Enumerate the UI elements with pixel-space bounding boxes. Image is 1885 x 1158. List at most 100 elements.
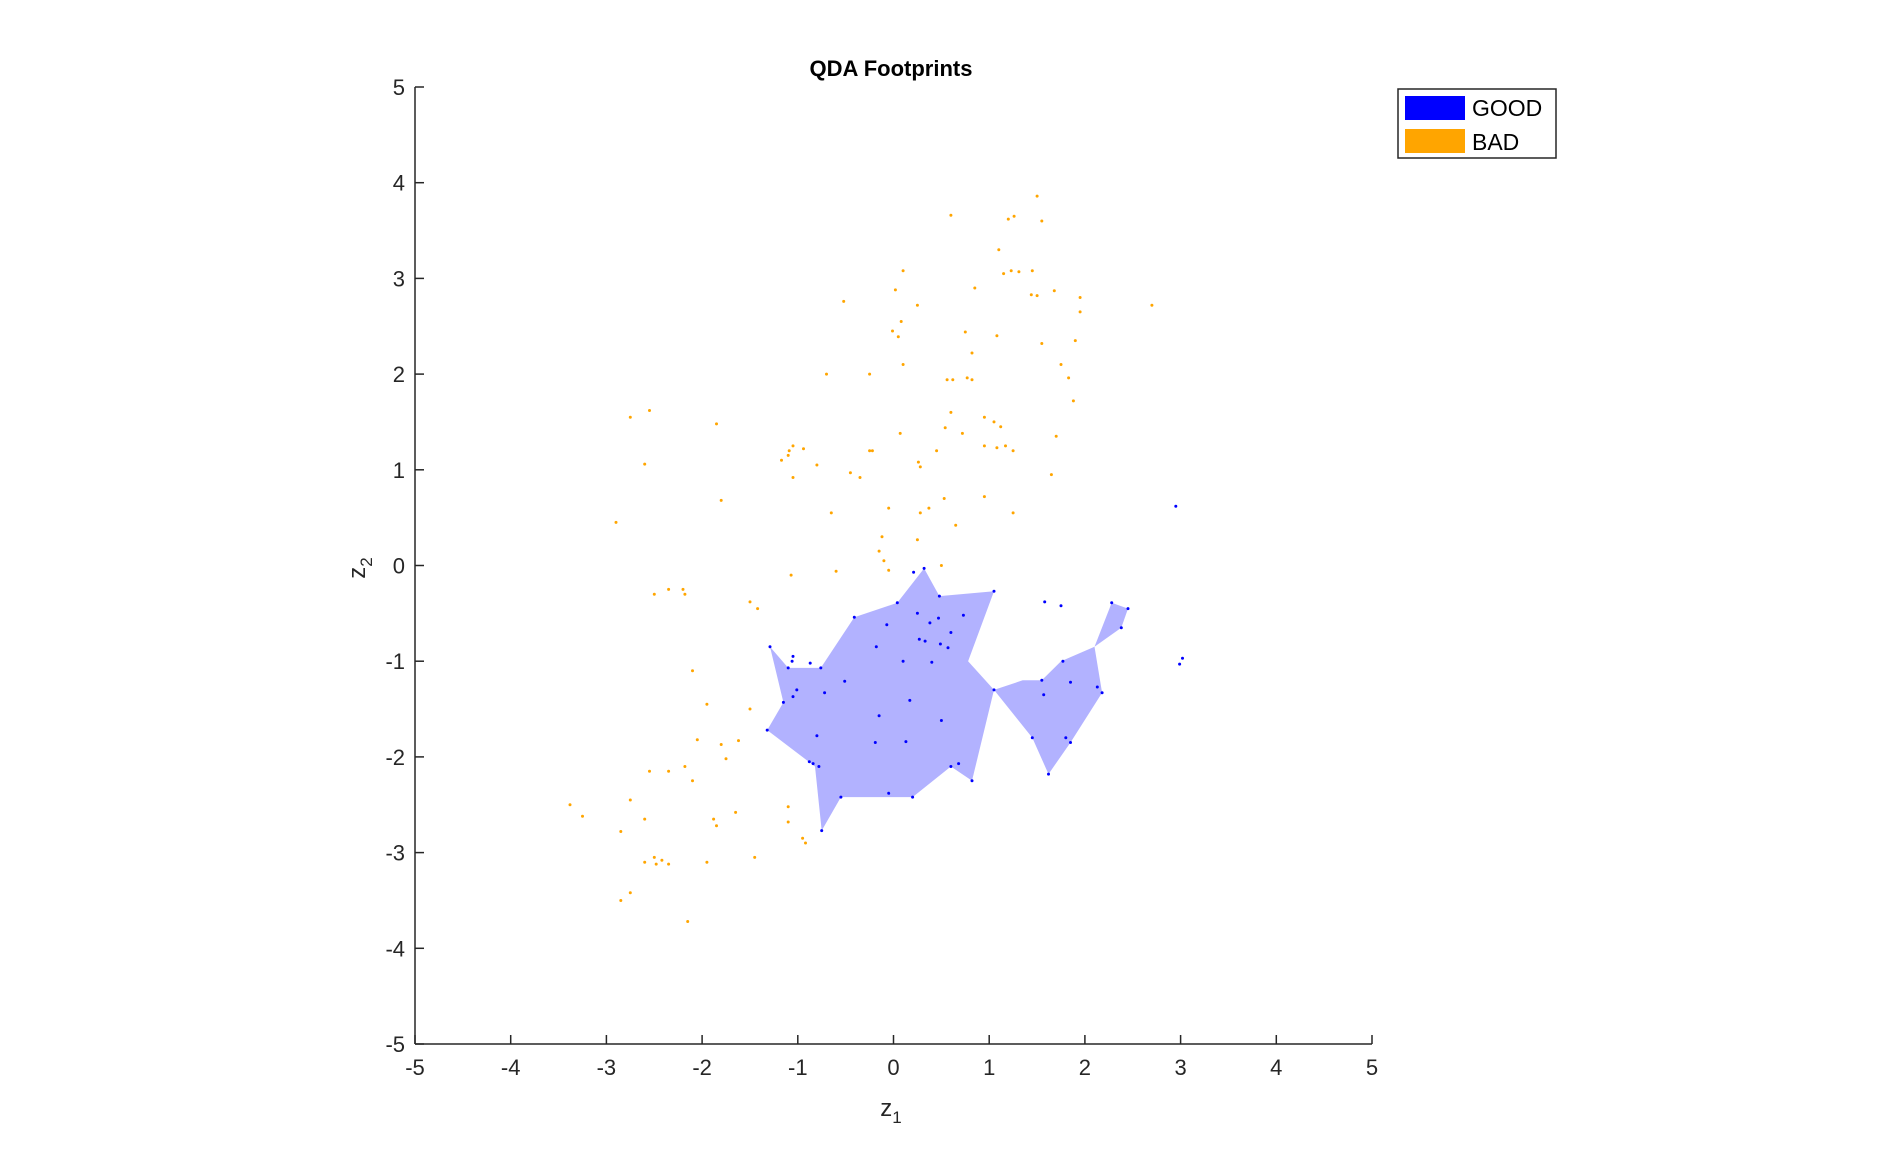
point-good	[904, 740, 908, 744]
y-axis-label-main: z	[344, 567, 371, 579]
point-bad	[791, 444, 795, 448]
y-tick-label: 0	[393, 554, 405, 579]
point-good	[1040, 678, 1044, 682]
point-bad	[899, 320, 903, 323]
point-bad	[943, 426, 947, 430]
point-bad	[880, 535, 884, 539]
point-good	[949, 765, 953, 768]
point-bad	[960, 431, 964, 435]
legend-label-bad: BAD	[1472, 129, 1519, 155]
point-good	[901, 659, 905, 663]
point-good	[808, 661, 812, 665]
x-tick-label: -5	[405, 1055, 425, 1080]
point-good	[1047, 772, 1050, 776]
point-bad	[719, 498, 723, 502]
point-good	[915, 611, 919, 615]
point-good	[1069, 741, 1072, 744]
point-bad	[1011, 511, 1015, 515]
point-good	[765, 728, 769, 732]
y-ticks: -5 -4 -3 -2 -1 0 1 2 3 4 5	[385, 75, 424, 1057]
point-bad	[858, 476, 862, 479]
point-good	[911, 795, 915, 799]
legend-label-good: GOOD	[1472, 95, 1542, 121]
point-bad	[1002, 272, 1006, 276]
point-bad	[643, 817, 647, 821]
point-bad	[992, 420, 996, 424]
point-bad	[825, 372, 828, 376]
point-bad	[686, 920, 690, 923]
legend-swatch-bad	[1405, 129, 1465, 153]
point-bad	[882, 559, 886, 563]
point-good	[873, 741, 877, 744]
y-tick-label: 4	[393, 171, 405, 196]
point-good	[992, 589, 996, 593]
x-axis-label-main: z	[880, 1095, 892, 1122]
point-good	[912, 570, 916, 574]
point-good	[885, 623, 889, 627]
point-good	[1174, 504, 1178, 508]
point-bad	[949, 410, 953, 414]
point-bad	[691, 669, 694, 673]
y-tick-label: -5	[385, 1032, 405, 1057]
point-good	[922, 566, 926, 570]
point-good	[957, 762, 961, 766]
x-tick-label: -2	[692, 1055, 712, 1080]
point-bad	[1004, 444, 1007, 448]
point-good	[895, 601, 899, 605]
point-good	[1030, 736, 1034, 740]
point-bad	[734, 810, 738, 814]
point-good	[786, 666, 790, 670]
point-good	[1110, 601, 1114, 605]
point-bad	[667, 862, 671, 866]
point-bad	[748, 600, 752, 604]
point-bad	[683, 592, 687, 596]
point-bad	[737, 739, 740, 743]
point-bad	[1017, 270, 1021, 274]
point-bad	[999, 425, 1003, 429]
point-bad	[1059, 363, 1063, 366]
point-bad	[667, 587, 671, 591]
point-bad	[935, 449, 939, 453]
point-good	[791, 695, 795, 699]
point-bad	[786, 820, 790, 824]
x-axis-label: z1	[880, 1095, 901, 1127]
y-tick-label: -2	[385, 745, 405, 770]
point-good	[781, 700, 785, 704]
point-bad	[786, 805, 790, 809]
point-bad	[1071, 399, 1075, 403]
point-bad	[973, 286, 977, 290]
point-bad	[643, 860, 647, 864]
point-bad	[901, 269, 905, 273]
point-bad	[786, 453, 790, 457]
point-bad	[970, 378, 974, 382]
point-good	[839, 795, 843, 799]
point-bad	[945, 378, 949, 382]
point-bad	[1006, 217, 1010, 221]
chart-title: QDA Footprints	[810, 56, 973, 81]
x-tick-label: -3	[597, 1055, 617, 1080]
point-bad	[887, 506, 891, 510]
point-bad	[898, 431, 902, 435]
point-good	[877, 714, 881, 718]
data-points	[568, 194, 1184, 923]
footprint-polygon-good-2	[994, 646, 1103, 775]
y-tick-label: 2	[393, 362, 405, 387]
point-bad	[1011, 449, 1015, 453]
point-bad	[915, 303, 919, 307]
point-good	[874, 645, 878, 649]
point-good	[811, 762, 815, 766]
point-bad	[1049, 473, 1053, 477]
point-bad	[982, 495, 986, 499]
point-bad	[801, 836, 805, 840]
point-bad	[970, 351, 974, 355]
point-bad	[1073, 339, 1077, 343]
point-bad	[652, 592, 656, 596]
point-good	[1059, 604, 1063, 608]
x-tick-label: 4	[1270, 1055, 1282, 1080]
x-tick-label: 0	[887, 1055, 899, 1080]
point-bad	[954, 523, 958, 527]
point-good	[923, 639, 927, 643]
x-tick-label: 1	[983, 1055, 995, 1080]
